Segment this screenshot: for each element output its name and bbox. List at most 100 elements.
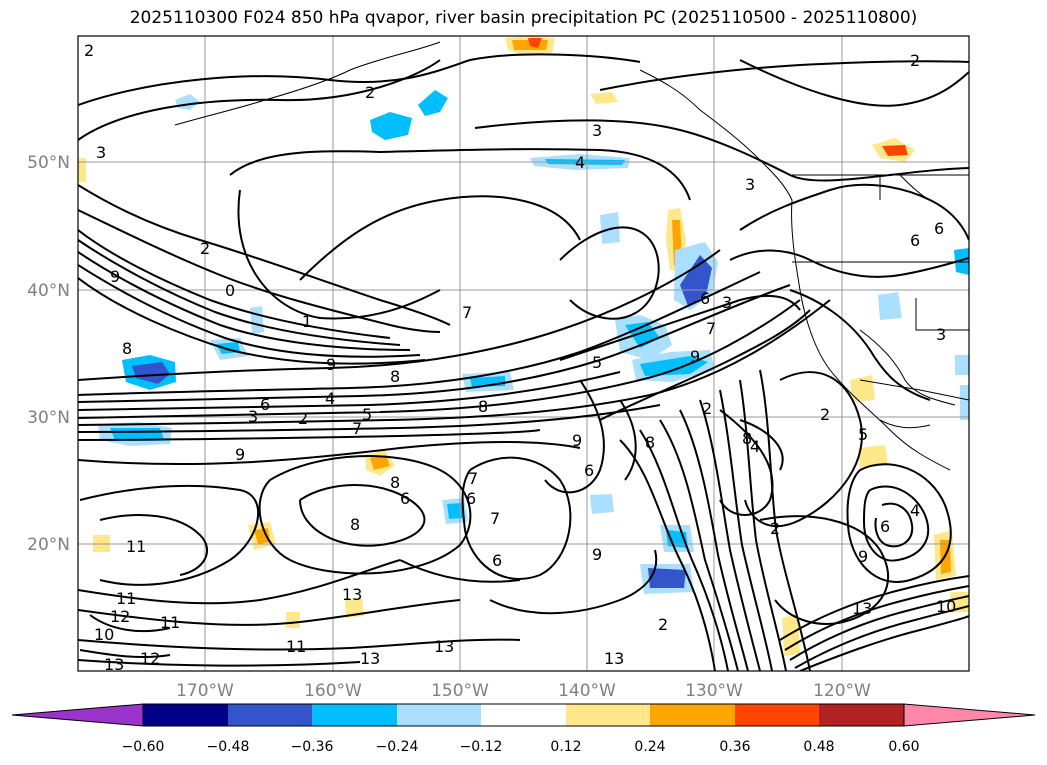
contour-label: 13 <box>342 585 362 604</box>
latitude-labels: 50°N 40°N 30°N 20°N <box>27 153 70 555</box>
contour-label: 2 <box>820 405 830 424</box>
contour-label: 7 <box>462 303 472 322</box>
contour-label: 9 <box>235 445 245 464</box>
graticule <box>78 36 969 671</box>
contour-label: 7 <box>468 469 478 488</box>
colorbar-segment <box>819 704 904 726</box>
lon-label: 120°W <box>813 681 871 701</box>
map-title: 2025110300 F024 850 hPa qvapor, river ba… <box>129 8 918 28</box>
contour-label: 8 <box>350 515 360 534</box>
colorbar-tick-label: −0.48 <box>207 739 250 755</box>
lat-label: 30°N <box>27 408 70 428</box>
contour-label: 6 <box>466 489 476 508</box>
contour-label: 2 <box>365 83 375 102</box>
contour-label: 9 <box>690 347 700 366</box>
contour-label: 6 <box>492 551 502 570</box>
contour-label: 10 <box>94 625 114 644</box>
precip-patch <box>175 94 200 110</box>
contour-label: 9 <box>326 355 336 374</box>
colorbar-tick-label: −0.24 <box>376 739 419 755</box>
precip-patch <box>680 255 712 306</box>
precip-patch <box>600 212 620 244</box>
contour-label: 0 <box>225 281 235 300</box>
colorbar-tick-label: 0.48 <box>803 739 834 755</box>
contour-label: 13 <box>104 655 124 674</box>
colorbar-tick-label: −0.36 <box>291 739 334 755</box>
precip-patch <box>254 528 270 544</box>
contour-label: 10 <box>936 597 956 616</box>
colorbar-segment <box>735 704 819 726</box>
precip-patch <box>590 92 618 104</box>
precip-patch <box>528 38 542 48</box>
precip-patch <box>447 503 463 519</box>
precip-patch <box>882 145 908 156</box>
contour-label: 13 <box>360 649 380 668</box>
contour-label: 8 <box>478 397 488 416</box>
contour-label: 2 <box>84 41 94 60</box>
contour-label: 4 <box>325 389 335 408</box>
precip-patch <box>640 356 708 376</box>
colorbar-tick-label: 0.12 <box>550 739 581 755</box>
lon-label: 170°W <box>176 681 234 701</box>
contour-label: 13 <box>852 599 872 618</box>
contour-label: 9 <box>110 267 120 286</box>
contour-label: 6 <box>700 289 710 308</box>
contour-label: 6 <box>260 395 270 414</box>
precip-patch <box>286 612 300 628</box>
contour-label: 2 <box>200 239 210 258</box>
precip-patch <box>78 158 86 182</box>
contour-label: 12 <box>140 649 160 668</box>
precip-patch <box>960 385 969 420</box>
contour-label: 7 <box>706 319 716 338</box>
lat-label: 20°N <box>27 535 70 555</box>
contour-label: 8 <box>122 339 132 358</box>
colorbar-tick-label: 0.36 <box>719 739 750 755</box>
contour-label: 7 <box>490 509 500 528</box>
colorbar-extend-right <box>903 703 1036 727</box>
contour-label: 8 <box>742 429 752 448</box>
precip-patch <box>858 445 888 468</box>
precip-patch <box>132 362 170 384</box>
contour-label: 6 <box>934 219 944 238</box>
precip-patch <box>782 614 800 656</box>
precip-patch <box>955 355 969 375</box>
contour-label: 8 <box>390 367 400 386</box>
precip-patch <box>370 455 390 470</box>
contour-label: 4 <box>750 437 760 456</box>
colorbar-tick-label: −0.12 <box>460 739 503 755</box>
colorbar-segment <box>397 704 481 726</box>
colorbar-tick-label: 0.60 <box>888 739 919 755</box>
contour-label: 2 <box>702 399 712 418</box>
contour-label: 4 <box>910 501 920 520</box>
contour-label: 6 <box>880 517 890 536</box>
contour-label: 3 <box>592 121 602 140</box>
contour-label: 8 <box>390 473 400 492</box>
precip-fill-layer <box>78 36 969 656</box>
contour-label: 13 <box>604 649 624 668</box>
precip-patch <box>370 112 412 140</box>
lon-label: 140°W <box>558 681 616 701</box>
lon-label: 130°W <box>685 681 743 701</box>
contour-label: 4 <box>575 153 585 172</box>
longitude-labels: 170°W 160°W 150°W 140°W 130°W 120°W <box>176 681 871 701</box>
contour-label: 9 <box>592 545 602 564</box>
precip-patch <box>250 306 264 334</box>
contour-label: 6 <box>400 489 410 508</box>
contour-label: 3 <box>248 407 258 426</box>
contour-label: 5 <box>592 353 602 372</box>
precip-patch <box>590 494 614 514</box>
contour-label: 9 <box>572 431 582 450</box>
contour-label: 5 <box>362 405 372 424</box>
precip-patch <box>648 568 686 588</box>
contour-label: 3 <box>722 293 732 312</box>
contour-label: 11 <box>286 637 306 656</box>
contour-label-layer: 2 2 2 3 3 3 4 2 2 6 6 3 0 9 8 1 9 7 8 7 … <box>84 41 956 674</box>
contour-label: 11 <box>160 613 180 632</box>
contour-label: 2 <box>298 409 308 428</box>
contour-label: 6 <box>584 461 594 480</box>
lon-label: 150°W <box>431 681 489 701</box>
precip-patch <box>878 292 902 320</box>
contour-layer <box>78 53 969 671</box>
colorbar-tick-label: −0.60 <box>122 739 165 755</box>
